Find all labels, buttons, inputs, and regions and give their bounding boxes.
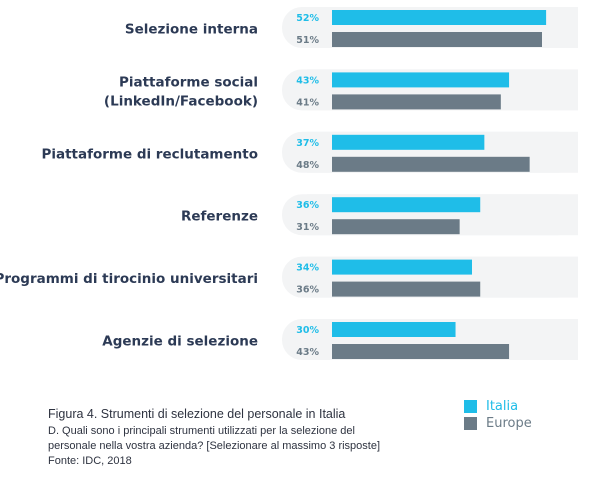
value-label-italia: 36% <box>296 200 319 211</box>
value-label-europe: 48% <box>296 160 319 171</box>
category-label: Piattaforme social <box>119 74 258 90</box>
category-label: Piattaforme di reclutamento <box>41 146 258 162</box>
category-label: Programmi di tirocinio universitari <box>0 271 258 287</box>
legend-label-italia: Italia <box>486 399 519 414</box>
legend-label-europe: Europe <box>486 416 532 431</box>
legend-swatch-italia <box>464 400 477 413</box>
bar-italia <box>332 197 481 213</box>
chart-legend: Italia Europe <box>464 398 532 432</box>
value-label-europe: 41% <box>296 97 319 108</box>
category-label: Selezione interna <box>125 22 258 38</box>
bar-europe <box>332 281 481 297</box>
bar-italia <box>332 72 510 88</box>
legend-item-italia: Italia <box>464 398 532 415</box>
bar-europe <box>332 94 501 110</box>
legend-item-europe: Europe <box>464 415 532 432</box>
bar-italia <box>332 259 472 275</box>
caption-question-line-2: personale nella vostra azienda? [Selezio… <box>48 440 381 452</box>
caption-source: Fonte: IDC, 2018 <box>48 455 132 467</box>
legend-swatch-europe <box>464 417 477 430</box>
bar-chart: Selezione interna 52% 51% Piattaforme socia… <box>0 7 578 360</box>
value-label-europe: 31% <box>296 222 319 233</box>
bar-italia <box>332 10 547 25</box>
bar-europe <box>332 219 460 235</box>
category-label: Agenzie di selezione <box>102 334 258 350</box>
figure-caption: Figura 4. Strumenti di selezione del per… <box>48 407 408 469</box>
value-label-europe: 36% <box>296 285 319 296</box>
bar-italia <box>332 322 456 337</box>
value-label-italia: 37% <box>296 138 319 149</box>
category-label: (LinkedIn/Facebook) <box>104 93 258 109</box>
value-label-europe: 51% <box>296 35 319 46</box>
category-label: Referenze <box>181 209 258 225</box>
value-label-italia: 34% <box>296 263 319 274</box>
value-label-italia: 30% <box>296 325 319 336</box>
value-label-italia: 43% <box>296 75 319 86</box>
caption-question-line-1: D. Quali sono i principali strumenti uti… <box>48 425 355 437</box>
bar-italia <box>332 134 485 150</box>
value-label-italia: 52% <box>296 13 319 24</box>
value-label-europe: 43% <box>296 347 319 358</box>
caption-title: Figura 4. Strumenti di selezione del per… <box>48 407 346 421</box>
bar-europe <box>332 32 542 47</box>
bar-europe <box>332 156 530 172</box>
bar-europe <box>332 344 510 359</box>
